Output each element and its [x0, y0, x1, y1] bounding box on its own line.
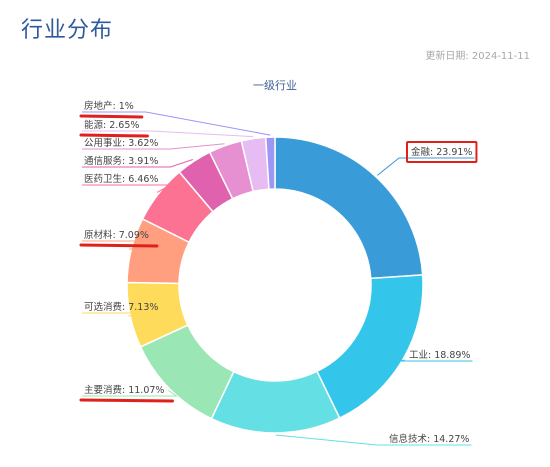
leader-line-9	[82, 130, 254, 138]
leader-line-3	[82, 389, 179, 397]
leader-line-0	[377, 157, 475, 176]
slice-label-6: 医药卫生: 6.46%	[84, 173, 158, 185]
slice-label-1: 工业: 18.89%	[409, 350, 470, 361]
slice-label-2: 信息技术: 14.27%	[389, 433, 469, 445]
slice-label-7: 通信服务: 3.91%	[84, 155, 158, 167]
leader-line-8	[82, 143, 225, 150]
slice-label-3: 主要消费: 11.07%	[84, 384, 164, 396]
slice-label-0: 金融: 23.91%	[411, 146, 472, 158]
highlight-box	[406, 141, 478, 163]
leader-line-4	[82, 312, 171, 317]
leader-line-2	[275, 434, 472, 446]
labels-layer: 金融: 23.91% 工业: 18.89% 信息技术: 14.27% 主要消费: 11…	[79, 100, 478, 446]
slices-layer	[126, 136, 424, 434]
slice-label-5: 原材料: 7.09%	[84, 229, 149, 241]
leader-line-10	[82, 111, 271, 136]
highlight-underline	[79, 243, 159, 248]
update-date: 更新日期: 2024-11-11	[425, 51, 530, 62]
slice-label-4: 可选消费: 7.13%	[84, 301, 158, 313]
slice-label-10: 房地产: 1%	[84, 100, 134, 112]
chart-title: 一级行业	[253, 79, 297, 92]
highlight-underline	[79, 114, 144, 119]
highlight-underline	[79, 133, 149, 138]
slice-1[interactable]	[315, 274, 424, 420]
slice-2[interactable]	[210, 370, 341, 434]
page-title: 行业分布	[21, 18, 114, 43]
slice-label-9: 能源: 2.65%	[84, 119, 139, 131]
leader-line-6	[82, 184, 171, 193]
leader-line-1	[396, 359, 473, 362]
leader-line-7	[82, 159, 194, 168]
highlight-underline	[79, 398, 174, 403]
slice-label-8: 公用事业: 3.62%	[84, 137, 158, 149]
slice-10[interactable]	[264, 136, 276, 190]
